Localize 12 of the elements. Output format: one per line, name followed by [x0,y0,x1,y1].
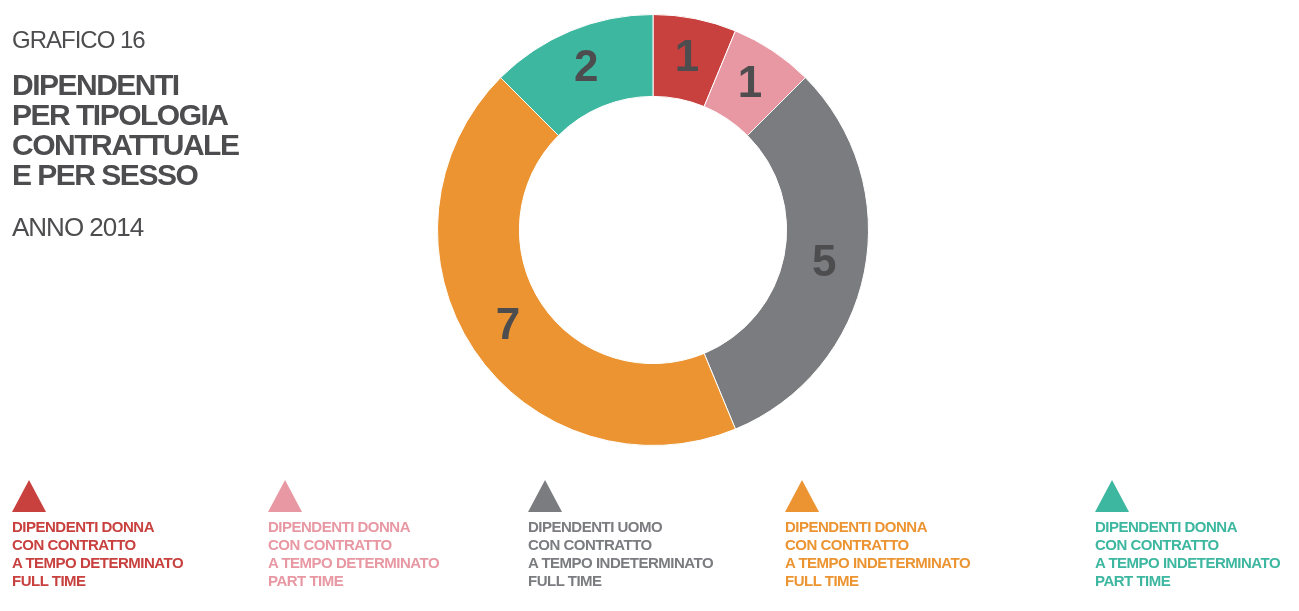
legend-label: DIPENDENTI UOMO CON CONTRATTO A TEMPO INDETERMINATO FULL TIME [528,518,714,590]
data-label: 1 [674,30,700,80]
data-label: 2 [573,40,599,90]
legend-label: DIPENDENTI DONNA CON CONTRATTO A TEMPO DETERMINATO FULL TIME [12,518,184,590]
data-label: 7 [495,299,521,349]
legend-label: DIPENDENTI DONNA CON CONTRATTO A TEMPO INDETERMINATO PART TIME [1095,518,1281,590]
text: DIPENDENTI PER TIPOLOGIA CONTRATTUALE E PER SESSO [12,68,239,191]
legend-label: DIPENDENTI DONNA CON CONTRATTO A TEMPO DETERMINATO PART TIME [268,518,440,590]
text: ANNO 2014 [12,212,144,243]
text: GRAFICO 16 [12,26,145,54]
data-label: 1 [737,57,763,106]
legend-label: DIPENDENTI DONNA CON CONTRATTO A TEMPO INDETERMINATO FULL TIME [785,518,971,590]
